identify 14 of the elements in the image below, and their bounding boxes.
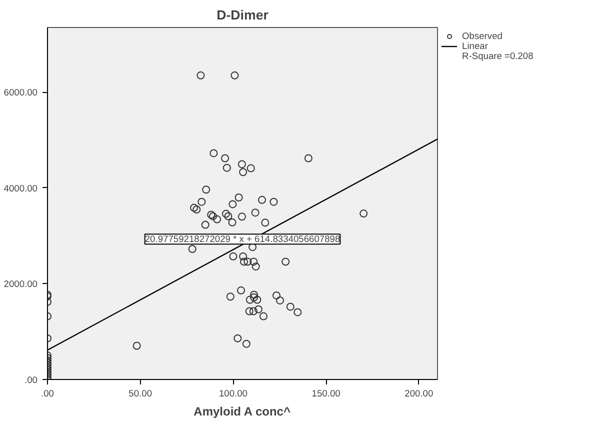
x-tick-label: 50.00 xyxy=(128,388,152,398)
x-axis-title: Amyloid A conc^ xyxy=(194,404,290,418)
text: R-Square =0.208 xyxy=(462,51,534,61)
chart-title: D-Dimer xyxy=(216,8,268,22)
x-tick-label: 150.00 xyxy=(312,388,340,398)
x-tick-label: 200.00 xyxy=(404,388,434,398)
legend-label: Observed xyxy=(462,31,502,41)
x-tick-label: .00 xyxy=(41,388,54,398)
y-tick-label: 2000.00 xyxy=(4,279,38,290)
y-tick-label: .00 xyxy=(24,375,38,385)
y-tick-label: 4000.00 xyxy=(4,183,38,194)
legend-label: Linear xyxy=(462,41,488,51)
x-tick-label: 100.00 xyxy=(218,388,248,398)
y-tick-label: 6000.00 xyxy=(4,88,38,98)
